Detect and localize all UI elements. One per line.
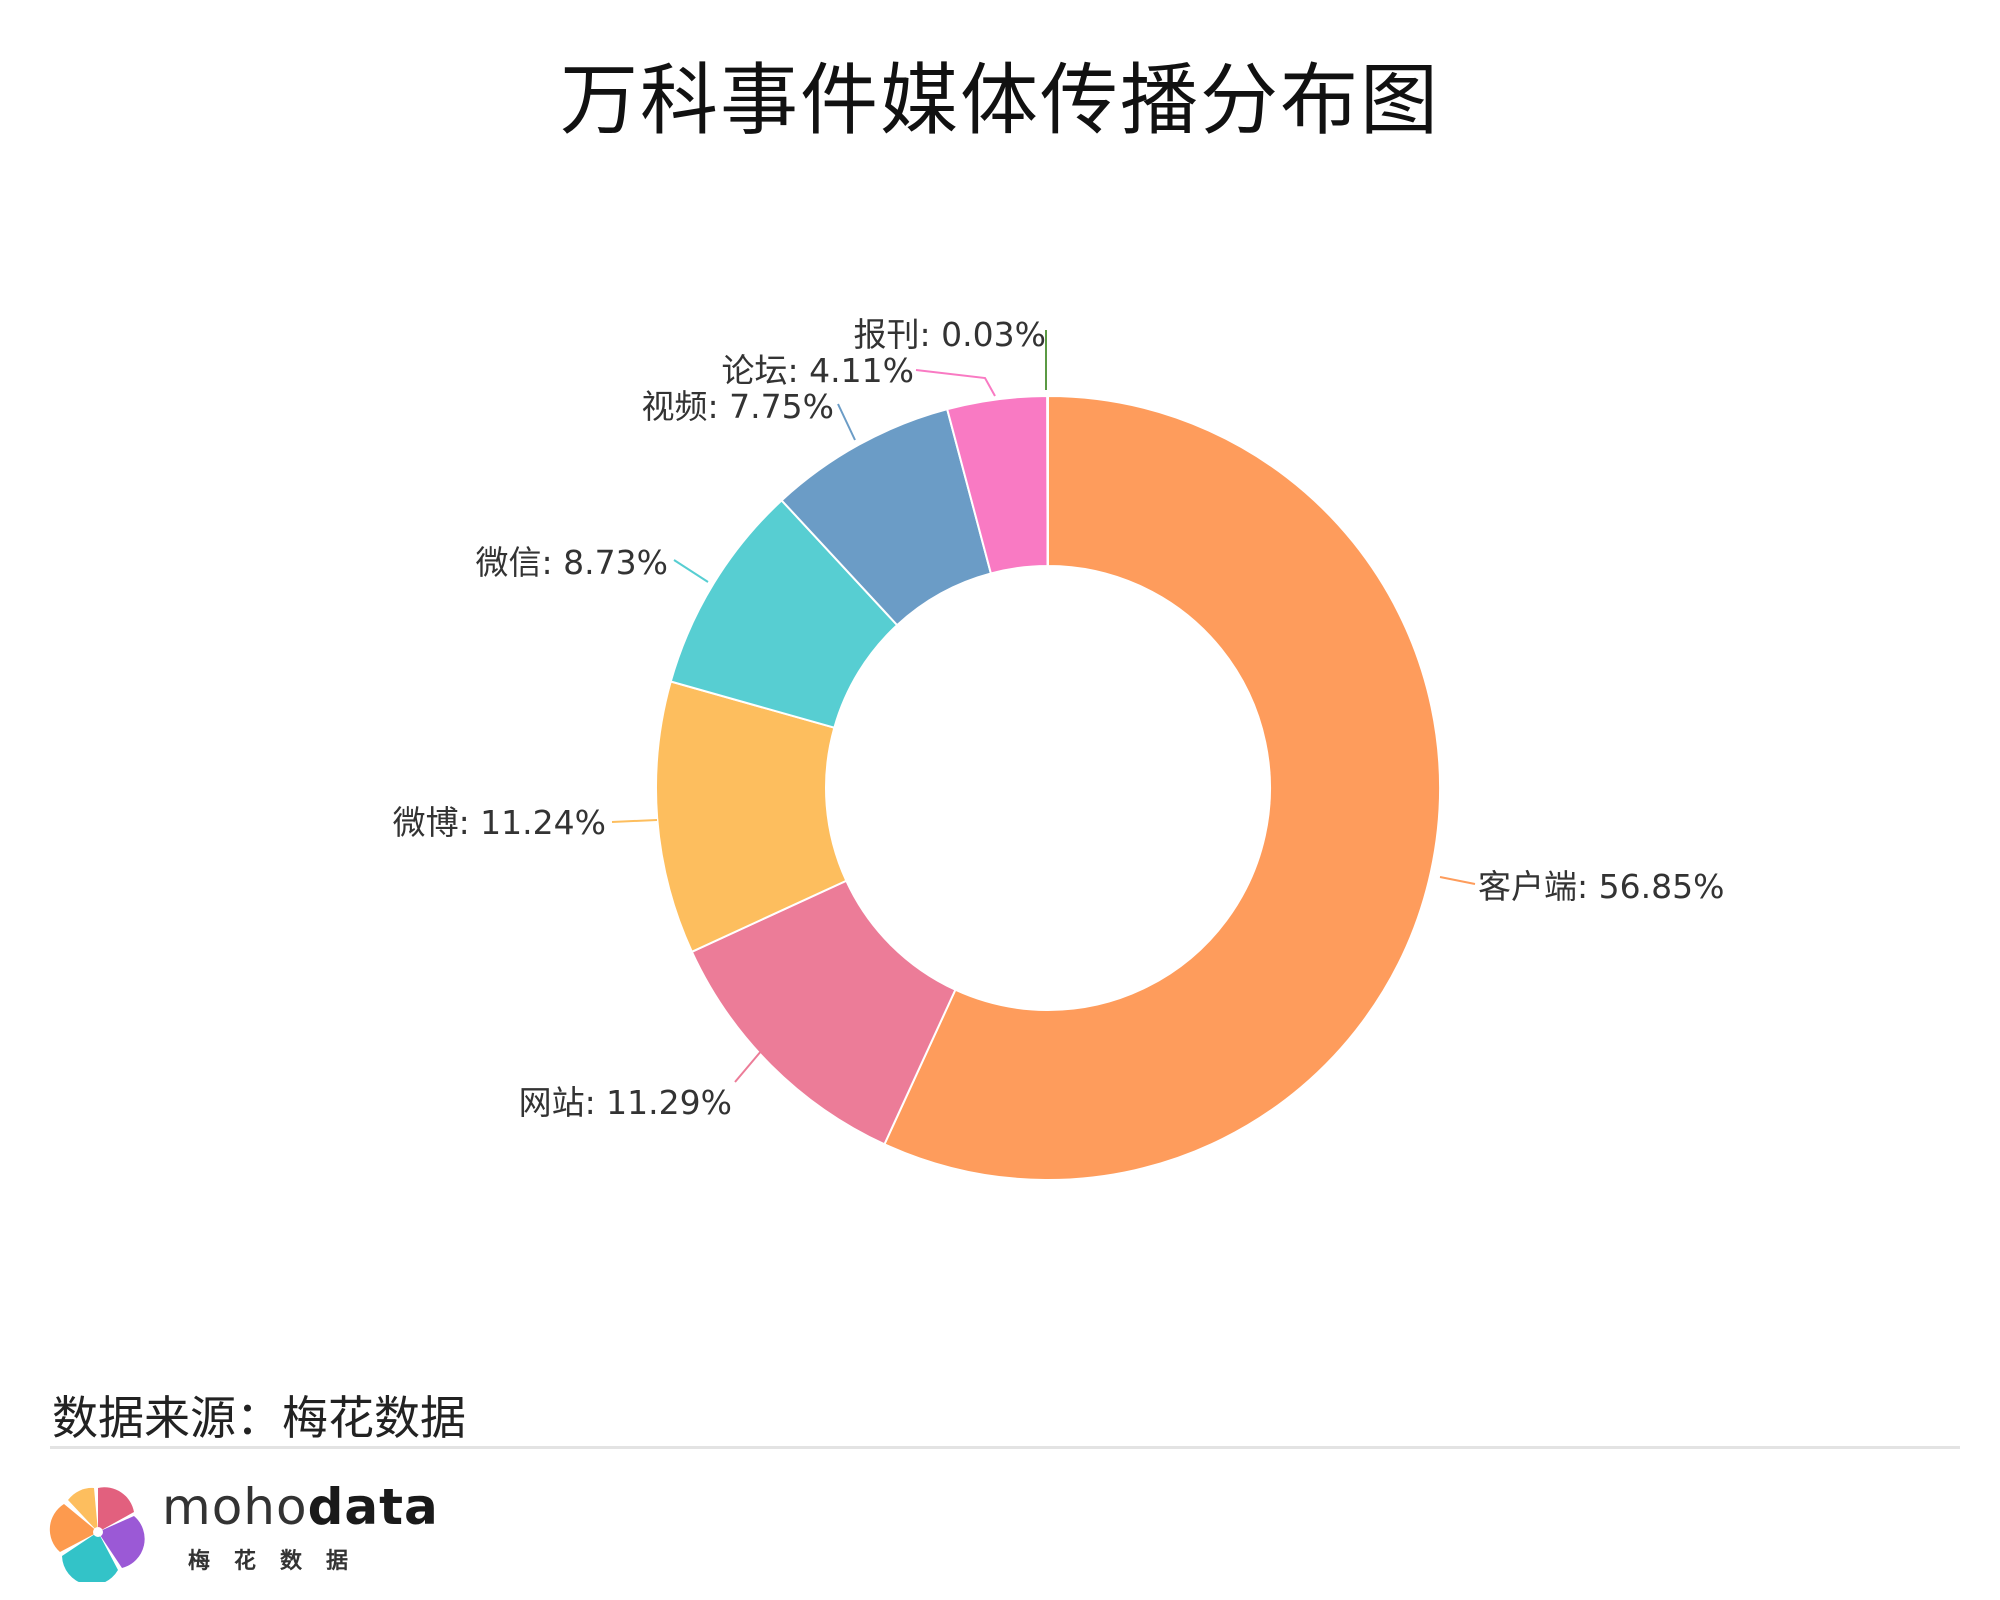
slice-label-4: 视频: 7.75% [642,387,834,426]
slice-label-2: 微博: 11.24% [393,803,606,842]
slice-0 [883,394,1441,1181]
leader-lines-group [611,330,1476,1083]
logo-word-bold: data [307,1478,439,1536]
leader-line-4 [837,403,856,441]
logo-word-light: moho [162,1478,308,1536]
slices-group [655,394,1441,1181]
leader-line-0 [1439,876,1476,885]
chart-title: 万科事件媒体传播分布图 [559,56,1440,146]
pinwheel-logo-icon [49,1487,145,1582]
labels-group: 客户端: 56.85% 网站: 11.29% 微博: 11.24% 微信: 8.73%… [393,315,1725,1122]
leader-line-1 [734,1049,763,1083]
logo-wordmark: mohodata [162,1478,439,1536]
slice-label-1: 网站: 11.29% [519,1083,732,1122]
slice-label-0: 客户端: 56.85% [1478,867,1724,906]
slice-label-5: 论坛: 4.11% [722,351,914,390]
footer-divider [50,1446,1960,1449]
leader-line-5 [915,369,996,397]
data-source-note: 数据来源：梅花数据 [52,1391,466,1445]
logo-subtitle: 梅花数据 [188,1549,373,1574]
slice-6 [1046,394,1049,568]
slice-label-3: 微信: 8.73% [476,543,668,582]
leader-line-2 [611,819,658,823]
slice-label-6: 报刊: 0.03% [854,315,1046,354]
leader-line-3 [673,559,709,583]
